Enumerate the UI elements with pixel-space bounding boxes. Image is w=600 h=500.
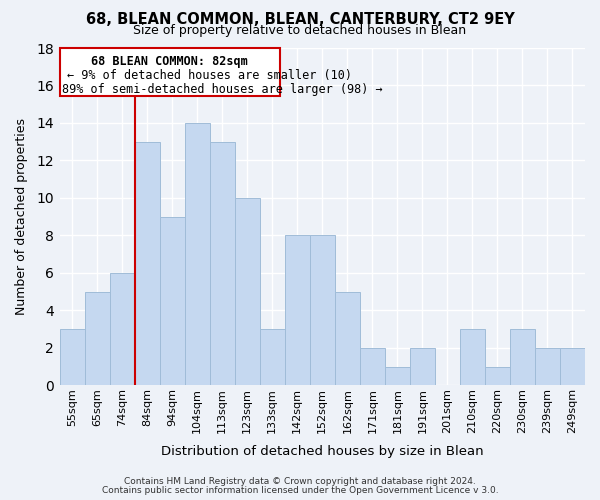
Bar	[460, 329, 485, 386]
Bar	[59, 329, 85, 386]
Bar	[485, 366, 510, 386]
Bar	[210, 142, 235, 386]
Bar	[360, 348, 385, 386]
Y-axis label: Number of detached properties: Number of detached properties	[15, 118, 28, 315]
Text: ← 9% of detached houses are smaller (10): ← 9% of detached houses are smaller (10)	[67, 68, 352, 82]
Text: Contains HM Land Registry data © Crown copyright and database right 2024.: Contains HM Land Registry data © Crown c…	[124, 477, 476, 486]
Text: 68, BLEAN COMMON, BLEAN, CANTERBURY, CT2 9EY: 68, BLEAN COMMON, BLEAN, CANTERBURY, CT2…	[86, 12, 514, 28]
Bar	[160, 216, 185, 386]
Bar	[535, 348, 560, 386]
Bar	[110, 273, 134, 386]
Bar	[134, 142, 160, 386]
FancyBboxPatch shape	[59, 48, 280, 96]
Bar	[560, 348, 585, 386]
Bar	[410, 348, 435, 386]
Bar	[260, 329, 285, 386]
Bar	[185, 123, 210, 386]
Bar	[385, 366, 410, 386]
Text: 68 BLEAN COMMON: 82sqm: 68 BLEAN COMMON: 82sqm	[91, 54, 248, 68]
Bar	[310, 236, 335, 386]
Text: Size of property relative to detached houses in Blean: Size of property relative to detached ho…	[133, 24, 467, 37]
Bar	[285, 236, 310, 386]
Bar	[85, 292, 110, 386]
Text: 89% of semi-detached houses are larger (98) →: 89% of semi-detached houses are larger (…	[62, 82, 383, 96]
X-axis label: Distribution of detached houses by size in Blean: Distribution of detached houses by size …	[161, 444, 484, 458]
Bar	[510, 329, 535, 386]
Text: Contains public sector information licensed under the Open Government Licence v : Contains public sector information licen…	[101, 486, 499, 495]
Bar	[235, 198, 260, 386]
Bar	[335, 292, 360, 386]
